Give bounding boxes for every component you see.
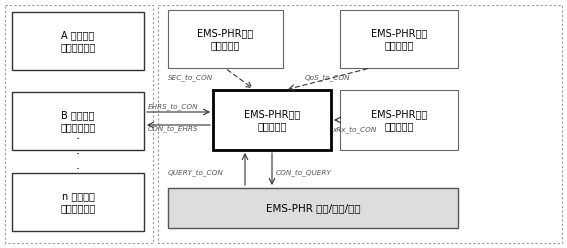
Bar — [12, 92, 144, 150]
Text: QoS_to_CON: QoS_to_CON — [305, 75, 350, 81]
Text: CON_to_EHRS: CON_to_EHRS — [148, 125, 198, 132]
Bar — [12, 173, 144, 231]
Bar — [340, 90, 458, 150]
Text: B 의료기관
전자의무기록: B 의료기관 전자의무기록 — [60, 110, 96, 132]
Bar — [158, 5, 562, 243]
Bar — [213, 90, 331, 150]
Text: EMS-PHR공유
접속관리부: EMS-PHR공유 접속관리부 — [244, 109, 300, 131]
Text: A 의료기관
전자의무기록: A 의료기관 전자의무기록 — [60, 30, 96, 52]
Bar — [12, 12, 144, 70]
Text: EMS-PHR공유
전송관리부: EMS-PHR공유 전송관리부 — [371, 109, 427, 131]
Bar — [168, 10, 283, 68]
Text: n 의료기관
전자의무기록: n 의료기관 전자의무기록 — [60, 191, 96, 213]
Text: QUERY_to_CON: QUERY_to_CON — [168, 170, 224, 176]
Text: EHRS_to_CON: EHRS_to_CON — [148, 104, 198, 110]
Text: EMS-PHR 조회/수집/추출: EMS-PHR 조회/수집/추출 — [266, 203, 360, 213]
Text: EMS-PHR공유
보안관리부: EMS-PHR공유 보안관리부 — [197, 28, 253, 50]
Text: xRx_to_CON: xRx_to_CON — [332, 126, 376, 133]
Text: SEC_to_CON: SEC_to_CON — [168, 75, 213, 81]
Text: ·
·
·: · · · — [76, 133, 80, 177]
Bar — [168, 188, 458, 228]
Bar — [340, 10, 458, 68]
Text: EMS-PHR공유
품질관리부: EMS-PHR공유 품질관리부 — [371, 28, 427, 50]
Text: CON_to_QUERY: CON_to_QUERY — [276, 170, 332, 176]
Bar — [5, 5, 153, 243]
